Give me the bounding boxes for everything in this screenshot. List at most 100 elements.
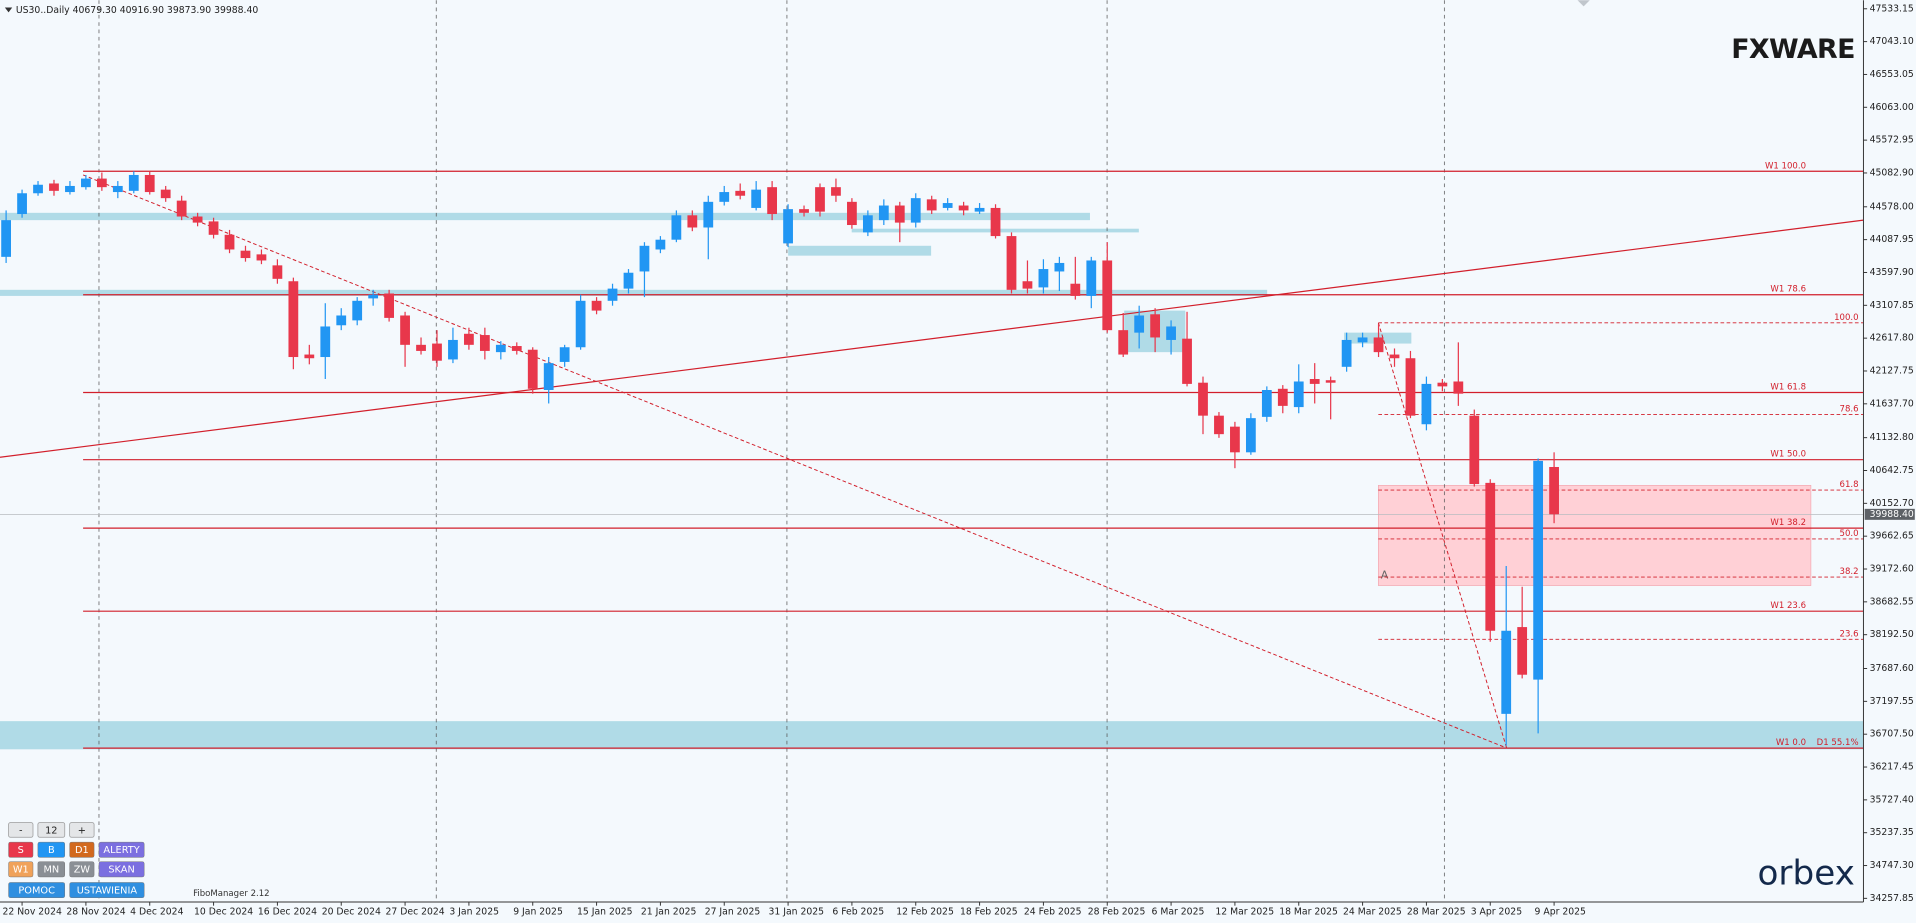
- candle-body: [751, 189, 762, 208]
- y-tick-label: 44578.00: [1870, 201, 1914, 212]
- sr-zone: [0, 289, 1268, 296]
- candle-body: [1357, 337, 1368, 343]
- candle-body: [1405, 358, 1416, 416]
- level-note: D1 55.1%: [1817, 738, 1859, 748]
- y-tick-label: 45082.90: [1870, 167, 1914, 178]
- menu-arrow: [4, 7, 13, 13]
- y-tick-label: 46553.05: [1870, 69, 1914, 80]
- candle-body: [33, 184, 43, 194]
- zoom-button-label[interactable]: -: [19, 826, 23, 837]
- candle-body: [942, 203, 953, 208]
- candle-body: [17, 193, 27, 215]
- candle-body: [862, 215, 873, 233]
- y-tick-label: 34257.85: [1870, 893, 1914, 904]
- candle-body: [368, 294, 379, 299]
- tool-button[interactable]: [37, 861, 66, 878]
- tool-button[interactable]: [69, 841, 95, 858]
- candle-body: [1453, 381, 1464, 394]
- tool-button-label[interactable]: D1: [75, 845, 89, 856]
- zoom-button[interactable]: [8, 822, 34, 838]
- candle-body: [208, 221, 219, 235]
- candle-body: [511, 346, 522, 351]
- tool-button-label[interactable]: SKAN: [108, 865, 134, 876]
- zones-layer: A: [0, 212, 1864, 750]
- tool-button[interactable]: [8, 841, 34, 858]
- candle-body: [1214, 415, 1224, 435]
- candle-body: [240, 250, 251, 259]
- tool-button[interactable]: [69, 882, 145, 898]
- candle-body: [1501, 630, 1512, 714]
- candles-layer: [1, 171, 1559, 746]
- tool-button-label[interactable]: ALERTY: [103, 845, 139, 856]
- y-tick-label: 37197.55: [1870, 696, 1914, 707]
- zoom-button[interactable]: [37, 822, 66, 838]
- y-tick-label: 47533.15: [1870, 3, 1914, 14]
- candle-body: [304, 354, 315, 359]
- candle-body: [1230, 426, 1240, 453]
- candle-body: [1549, 466, 1559, 515]
- levels-layer: W1 100.0 W1 78.6 W1 61.8 W1 50.0 W1 38.2 W1 2…: [0, 161, 1864, 749]
- candle-body: [1070, 283, 1081, 296]
- tool-button-label[interactable]: POMOC: [18, 886, 55, 897]
- w1-level-label: W1 61.8: [1770, 382, 1806, 392]
- tool-button-label[interactable]: MN: [43, 865, 59, 876]
- candle-body: [1485, 482, 1496, 631]
- candle-body: [1166, 326, 1176, 340]
- y-tick-label: 47043.10: [1870, 36, 1914, 47]
- candle-body: [1054, 262, 1065, 272]
- candle-body: [1118, 330, 1129, 355]
- tool-button-label[interactable]: USTAWIENIA: [77, 886, 138, 897]
- zoom-button[interactable]: [69, 822, 95, 838]
- x-tick-label: 9 Jan 2025: [513, 906, 563, 917]
- tool-button-label[interactable]: W1: [13, 865, 29, 876]
- candle-body: [767, 187, 778, 215]
- candle-body: [224, 234, 235, 250]
- zoom-button-label[interactable]: +: [78, 826, 86, 837]
- tool-button[interactable]: [69, 861, 95, 878]
- x-tick-label: 3 Jan 2025: [449, 906, 499, 917]
- candle-body: [464, 333, 474, 345]
- trend-line-dashed: [82, 174, 1507, 749]
- x-tick-label: 20 Dec 2024: [322, 906, 381, 917]
- tool-button-label[interactable]: S: [18, 845, 24, 856]
- candle-body: [384, 293, 395, 318]
- zoom-button-label[interactable]: 12: [45, 826, 57, 837]
- x-tick-label: 24 Mar 2025: [1343, 906, 1402, 917]
- candle-body: [1469, 415, 1480, 485]
- indicator-label: FiboManager 2.12: [193, 889, 270, 899]
- tool-button-label[interactable]: ZW: [74, 865, 91, 876]
- x-tick-label: 31 Jan 2025: [769, 906, 825, 917]
- y-tick-label: 46063.00: [1870, 102, 1914, 113]
- candle-body: [719, 192, 730, 202]
- candle-body: [288, 281, 299, 358]
- candle-body: [1277, 388, 1288, 406]
- x-tick-label: 12 Feb 2025: [896, 906, 954, 917]
- candle-body: [990, 207, 1001, 237]
- candle-body: [1437, 382, 1448, 387]
- tool-button[interactable]: [98, 841, 145, 858]
- fib-level-label: 38.2: [1840, 567, 1859, 577]
- candle-body: [416, 344, 426, 351]
- candle-body: [1421, 383, 1432, 425]
- tool-button[interactable]: [98, 861, 145, 878]
- tool-button[interactable]: [8, 861, 34, 878]
- candle-body: [160, 189, 171, 199]
- tool-button[interactable]: [37, 841, 66, 858]
- y-tick-label: 42617.80: [1870, 333, 1914, 344]
- x-tick-label: 18 Feb 2025: [960, 906, 1018, 917]
- tool-button[interactable]: [8, 882, 66, 898]
- candle-body: [1134, 315, 1145, 333]
- fib-level-label: 78.6: [1840, 404, 1859, 414]
- toolbar: - 12 + S B D1 ALERTY W1 MN ZW SKAN POMOC USTAWIENIA: [8, 822, 145, 898]
- trend-lines: [0, 174, 1864, 749]
- trend-line: [0, 219, 1864, 458]
- x-tick-label: 21 Jan 2025: [641, 906, 697, 917]
- candle-body: [1102, 260, 1113, 331]
- last-price-tag: [1864, 508, 1915, 520]
- candle-body: [65, 185, 75, 193]
- candle-body: [655, 239, 666, 250]
- tool-button-label[interactable]: B: [48, 845, 55, 856]
- candle-body: [1373, 337, 1384, 353]
- w1-level-label: W1 23.6: [1770, 601, 1806, 611]
